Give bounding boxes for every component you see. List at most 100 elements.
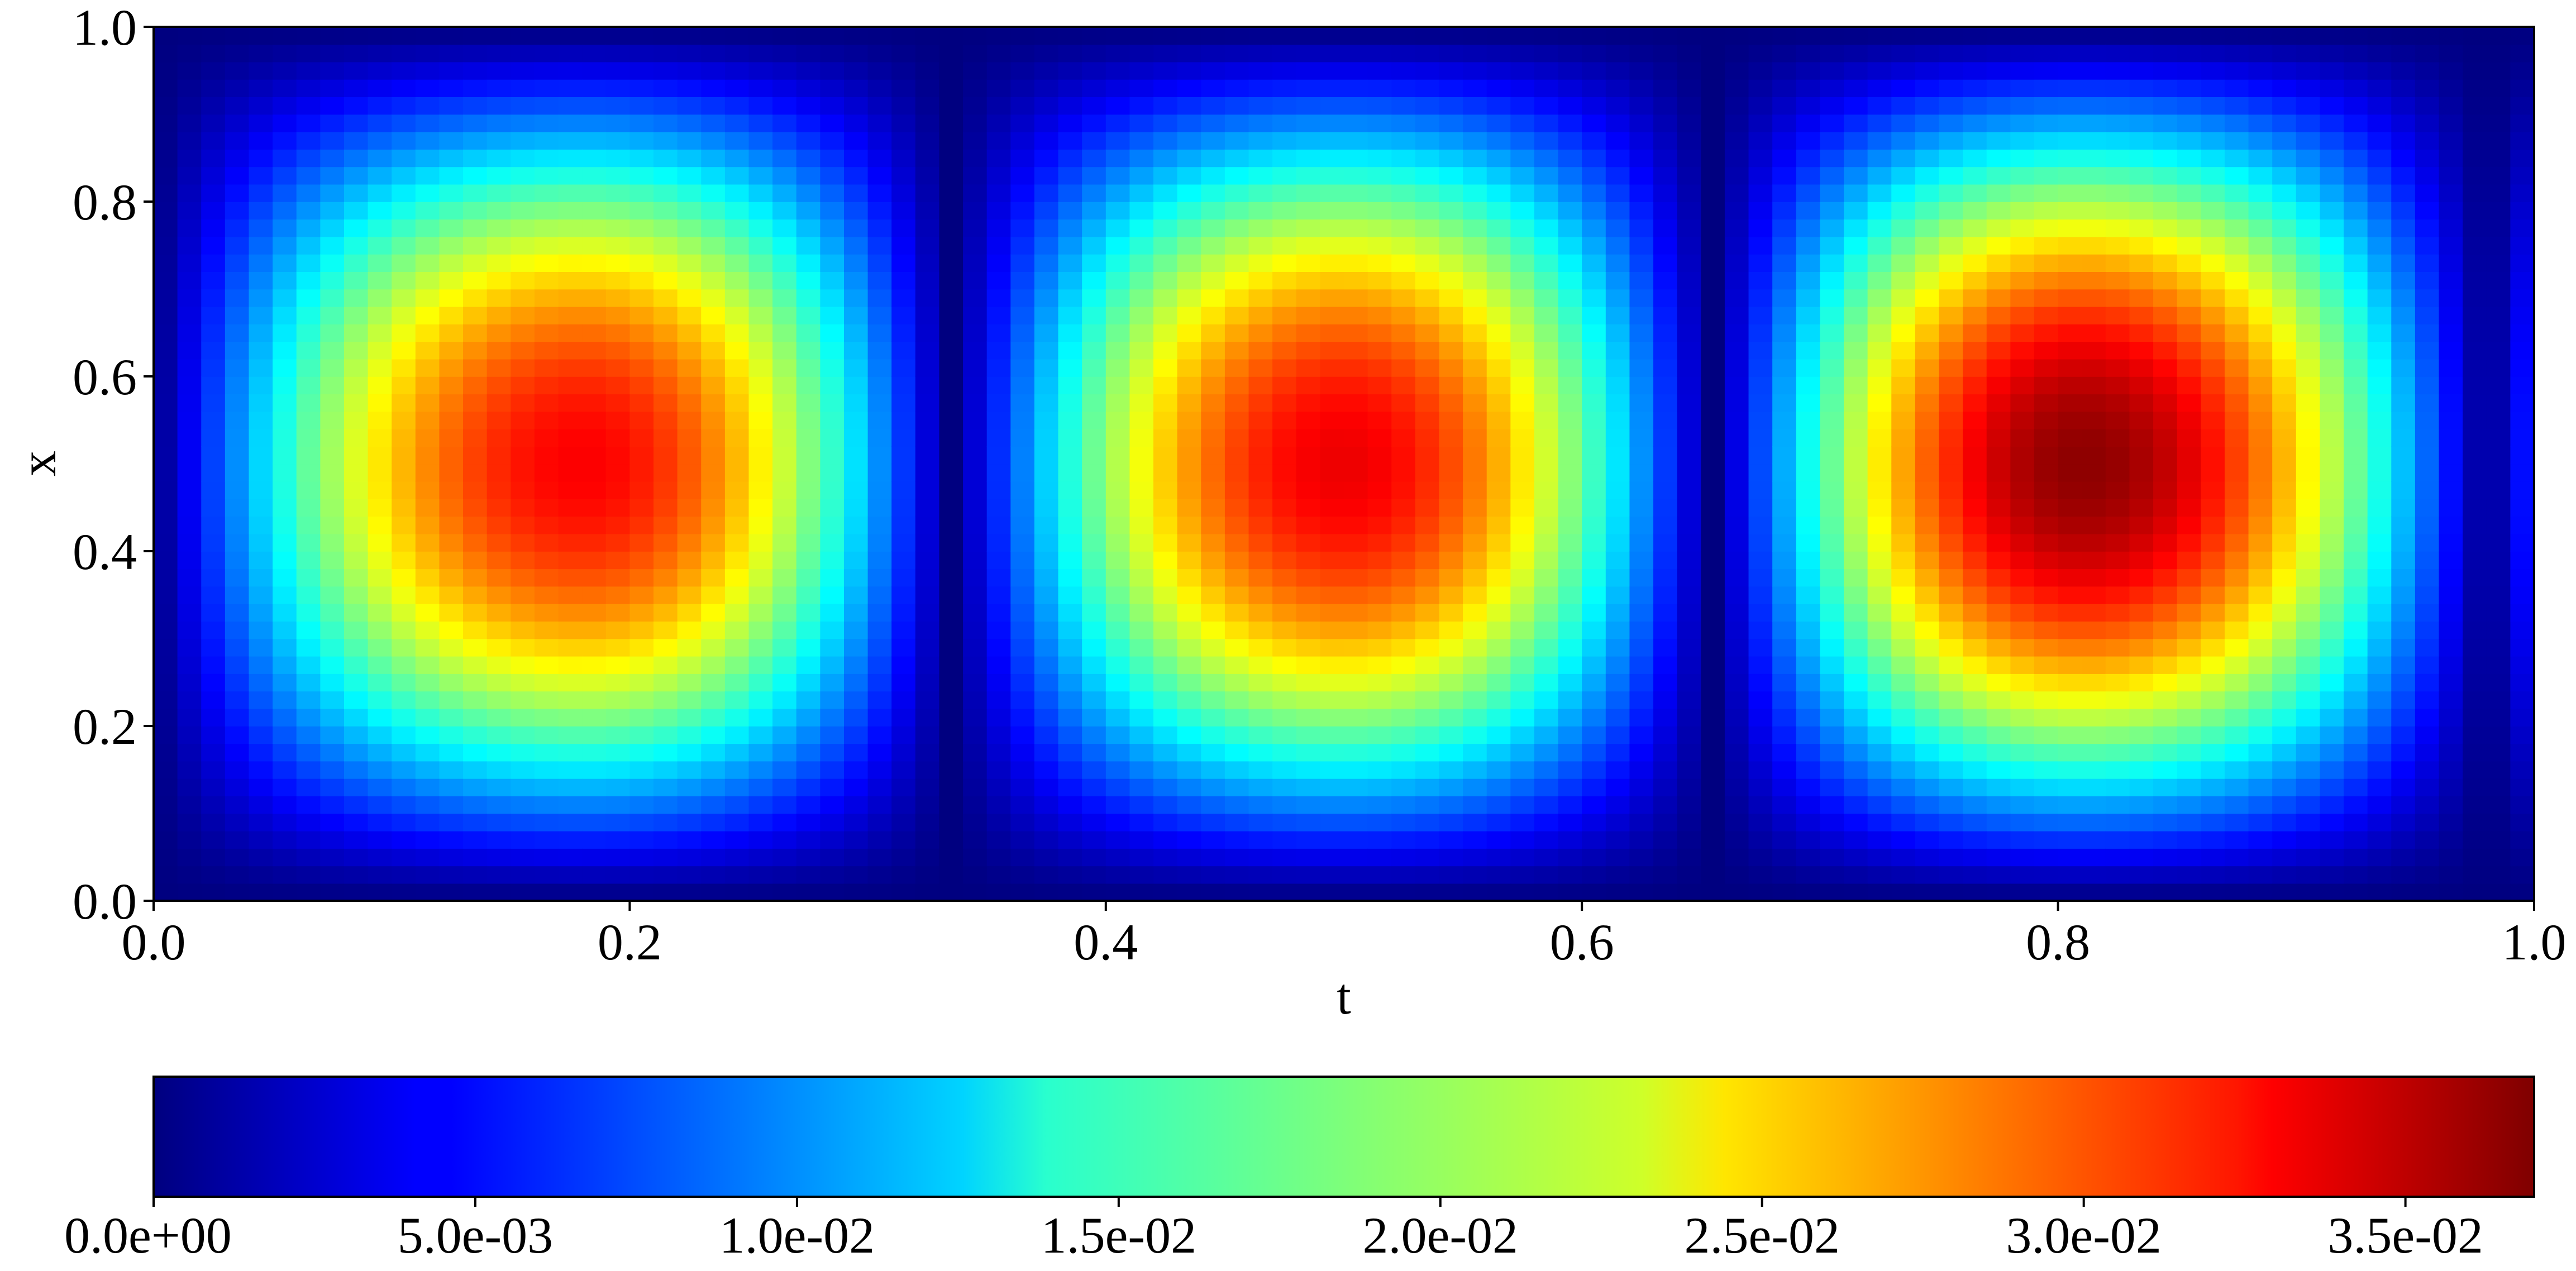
heatmap-cell bbox=[1915, 726, 1940, 744]
heatmap-cell bbox=[2344, 638, 2368, 657]
heatmap-cell bbox=[2201, 289, 2225, 307]
heatmap-cell bbox=[296, 691, 321, 709]
heatmap-cell bbox=[1510, 464, 1535, 482]
heatmap-cell bbox=[1820, 202, 1844, 220]
heatmap-cell bbox=[1534, 306, 1559, 324]
heatmap-cell bbox=[820, 79, 845, 97]
heatmap-cell bbox=[1105, 114, 1130, 132]
heatmap-cell bbox=[2248, 254, 2273, 272]
heatmap-cell bbox=[1010, 813, 1035, 832]
heatmap-cell bbox=[2320, 761, 2344, 779]
heatmap-cell bbox=[1701, 219, 1725, 237]
heatmap-cell bbox=[1201, 638, 1225, 657]
heatmap-cell bbox=[558, 796, 583, 814]
heatmap-cell bbox=[2129, 673, 2154, 692]
heatmap-cell bbox=[1296, 499, 1321, 517]
heatmap-cell bbox=[2320, 394, 2344, 412]
heatmap-cell bbox=[1272, 638, 1297, 657]
heatmap-cell bbox=[1129, 533, 1154, 552]
heatmap-cell bbox=[415, 219, 440, 237]
heatmap-cell bbox=[1177, 376, 1202, 395]
heatmap-cell bbox=[701, 61, 726, 80]
heatmap-cell bbox=[820, 691, 845, 709]
heatmap-cell bbox=[1201, 166, 1225, 185]
heatmap-cell bbox=[2486, 638, 2511, 657]
heatmap-cell bbox=[1986, 638, 2011, 657]
heatmap-cell bbox=[1201, 114, 1225, 132]
heatmap-cell bbox=[1224, 586, 1249, 604]
heatmap-cell bbox=[1534, 499, 1559, 517]
heatmap-cell bbox=[1439, 97, 1463, 115]
heatmap-cell bbox=[1939, 708, 1963, 727]
heatmap-cell bbox=[1963, 603, 1987, 622]
heatmap-cell bbox=[772, 61, 797, 80]
heatmap-cell bbox=[963, 516, 988, 534]
heatmap-cell bbox=[1939, 166, 1963, 185]
heatmap-cell bbox=[2034, 883, 2059, 901]
heatmap-cell bbox=[1772, 394, 1797, 412]
heatmap-cell bbox=[344, 341, 369, 360]
heatmap-cell bbox=[939, 586, 963, 604]
heatmap-cell bbox=[939, 464, 963, 482]
heatmap-cell bbox=[1629, 726, 1654, 744]
heatmap-cell bbox=[439, 638, 464, 657]
heatmap-cell bbox=[1391, 464, 1416, 482]
heatmap-cell bbox=[1248, 499, 1273, 517]
heatmap-cell bbox=[2463, 341, 2487, 360]
heatmap-cell bbox=[820, 761, 845, 779]
heatmap-cell bbox=[1296, 778, 1321, 796]
heatmap-cell bbox=[2248, 848, 2273, 867]
heatmap-cell bbox=[1463, 481, 1487, 499]
heatmap-cell bbox=[1391, 621, 1416, 639]
heatmap-cell bbox=[320, 271, 345, 290]
heatmap-cell bbox=[1629, 603, 1654, 622]
heatmap-cell bbox=[1772, 813, 1797, 832]
heatmap-cell bbox=[177, 830, 202, 849]
heatmap-cell bbox=[368, 866, 392, 884]
heatmap-cell bbox=[1677, 726, 1702, 744]
heatmap-cell bbox=[2082, 464, 2106, 482]
heatmap-cell bbox=[1534, 516, 1559, 534]
heatmap-cell bbox=[344, 289, 369, 307]
heatmap-cell bbox=[1391, 796, 1416, 814]
heatmap-cell bbox=[701, 568, 726, 587]
heatmap-cell bbox=[1391, 568, 1416, 587]
heatmap-cell bbox=[2415, 341, 2440, 360]
heatmap-cell bbox=[1701, 778, 1725, 796]
heatmap-cell bbox=[2439, 446, 2463, 465]
heatmap-cell bbox=[1629, 114, 1654, 132]
heatmap-cell bbox=[772, 533, 797, 552]
heatmap-cell bbox=[1796, 726, 1821, 744]
heatmap-cell bbox=[225, 44, 250, 63]
heatmap-cell bbox=[2224, 61, 2249, 80]
heatmap-cell bbox=[1724, 359, 1749, 377]
heatmap-cell bbox=[273, 551, 297, 570]
heatmap-cell bbox=[1986, 551, 2011, 570]
heatmap-cell bbox=[1344, 394, 1368, 412]
heatmap-cell bbox=[1986, 341, 2011, 360]
heatmap-cell bbox=[1391, 114, 1416, 132]
heatmap-cell bbox=[2320, 813, 2344, 832]
heatmap-cell bbox=[1748, 621, 1773, 639]
heatmap-cell bbox=[2034, 131, 2059, 150]
heatmap-cell bbox=[1129, 289, 1154, 307]
heatmap-cell bbox=[2367, 726, 2392, 744]
heatmap-cell bbox=[2105, 184, 2130, 202]
heatmap-cell bbox=[2415, 533, 2440, 552]
heatmap-cell bbox=[1129, 306, 1154, 324]
heatmap-cell bbox=[2439, 761, 2463, 779]
heatmap-cell bbox=[2034, 743, 2059, 762]
heatmap-cell bbox=[558, 516, 583, 534]
heatmap-cell bbox=[2082, 743, 2106, 762]
heatmap-cell bbox=[1939, 184, 1963, 202]
heatmap-cell bbox=[677, 394, 702, 412]
heatmap-cell bbox=[1915, 516, 1940, 534]
heatmap-cell bbox=[534, 830, 559, 849]
heatmap-cell bbox=[1748, 131, 1773, 150]
heatmap-cell bbox=[772, 27, 797, 45]
heatmap-cell bbox=[2153, 394, 2178, 412]
heatmap-cell bbox=[273, 656, 297, 674]
heatmap-cell bbox=[1510, 726, 1535, 744]
heatmap-cell bbox=[439, 61, 464, 80]
heatmap-cell bbox=[1558, 202, 1582, 220]
